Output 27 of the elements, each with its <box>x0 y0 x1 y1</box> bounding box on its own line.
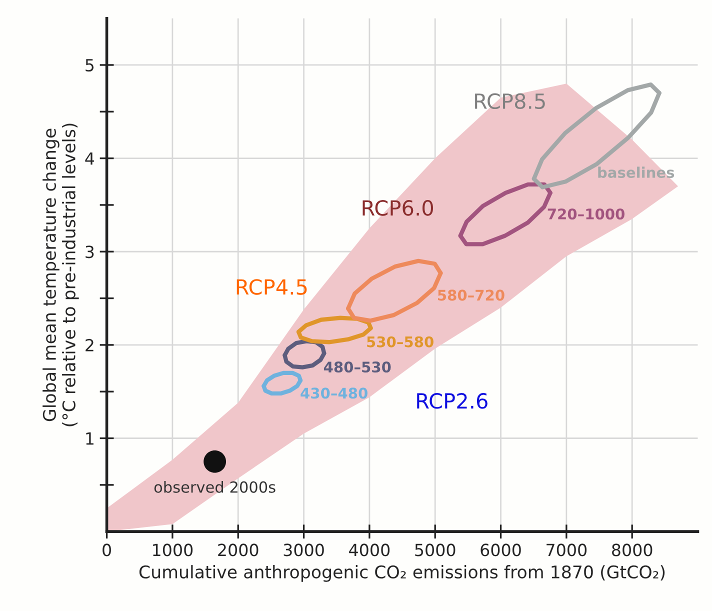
annotation: RCP4.5 <box>236 279 307 295</box>
x-tick-label: 1000 <box>153 544 193 556</box>
y-tick-label: 1 <box>86 432 94 445</box>
x-axis-title: Cumulative anthropogenic CO₂ emissions from 1870 (GtCO₂) <box>139 565 665 582</box>
series-label: observed 2000s <box>154 481 276 493</box>
series-label: 720–1000 <box>548 208 625 220</box>
x-tick-label: 7000 <box>546 544 587 556</box>
x-tick-label: 4000 <box>349 544 390 556</box>
y-axis-title: Global mean temperature change (°C relative to pre-industrial levels) <box>42 124 79 426</box>
series-label: 530–580 <box>367 336 434 348</box>
annotation: RCP6.0 <box>362 200 434 216</box>
y-tick-label: 2 <box>86 338 94 352</box>
y-tick-label: 5 <box>86 59 94 72</box>
series-label: 430–480 <box>300 388 368 399</box>
x-tick-label: 6000 <box>480 544 521 556</box>
series-label: baselines <box>598 166 674 178</box>
x-tick-label: 5000 <box>415 544 456 556</box>
series-label: 480–530 <box>324 362 391 373</box>
annotation: RCP2.6 <box>417 393 488 409</box>
x-tick-label: 0 <box>102 544 111 556</box>
x-tick-label: 2000 <box>218 544 258 556</box>
x-tick-label: 8000 <box>612 544 652 556</box>
y-tick-label: 4 <box>85 152 94 165</box>
x-tick-label: 3000 <box>284 544 324 556</box>
y-tick-label: 3 <box>86 246 94 258</box>
annotation: RCP8.5 <box>475 93 545 110</box>
series-label: 580–720 <box>438 290 504 301</box>
